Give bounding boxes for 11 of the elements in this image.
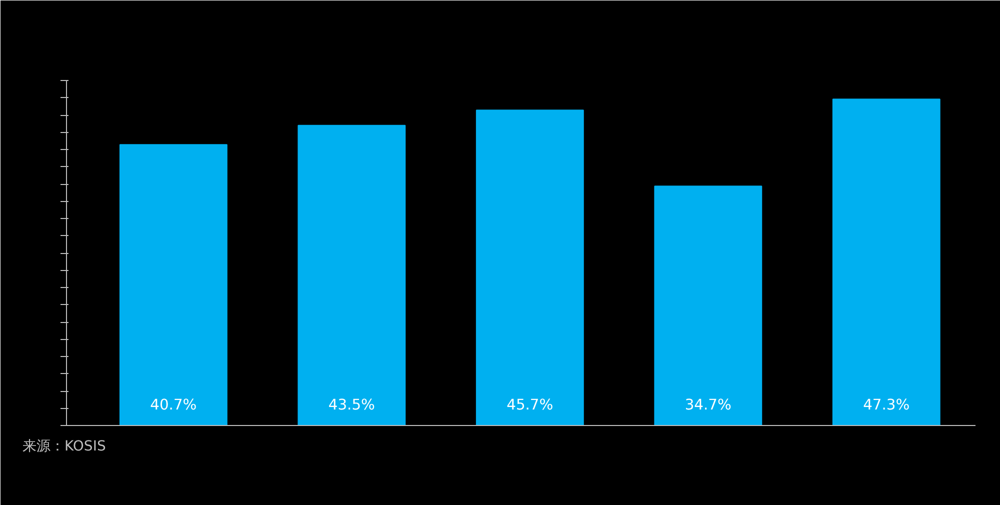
data-label: 47.3% [863, 396, 910, 414]
bar [298, 124, 406, 426]
data-label: 45.7% [506, 396, 554, 414]
bar [119, 144, 228, 426]
data-label: 40.7% [150, 396, 197, 414]
bar [476, 110, 584, 426]
data-label: 34.7% [684, 396, 732, 414]
source-note: 来源：KOSIS [22, 438, 106, 454]
bar [832, 98, 940, 426]
bar [654, 186, 762, 426]
data-label: 43.5% [328, 396, 376, 414]
